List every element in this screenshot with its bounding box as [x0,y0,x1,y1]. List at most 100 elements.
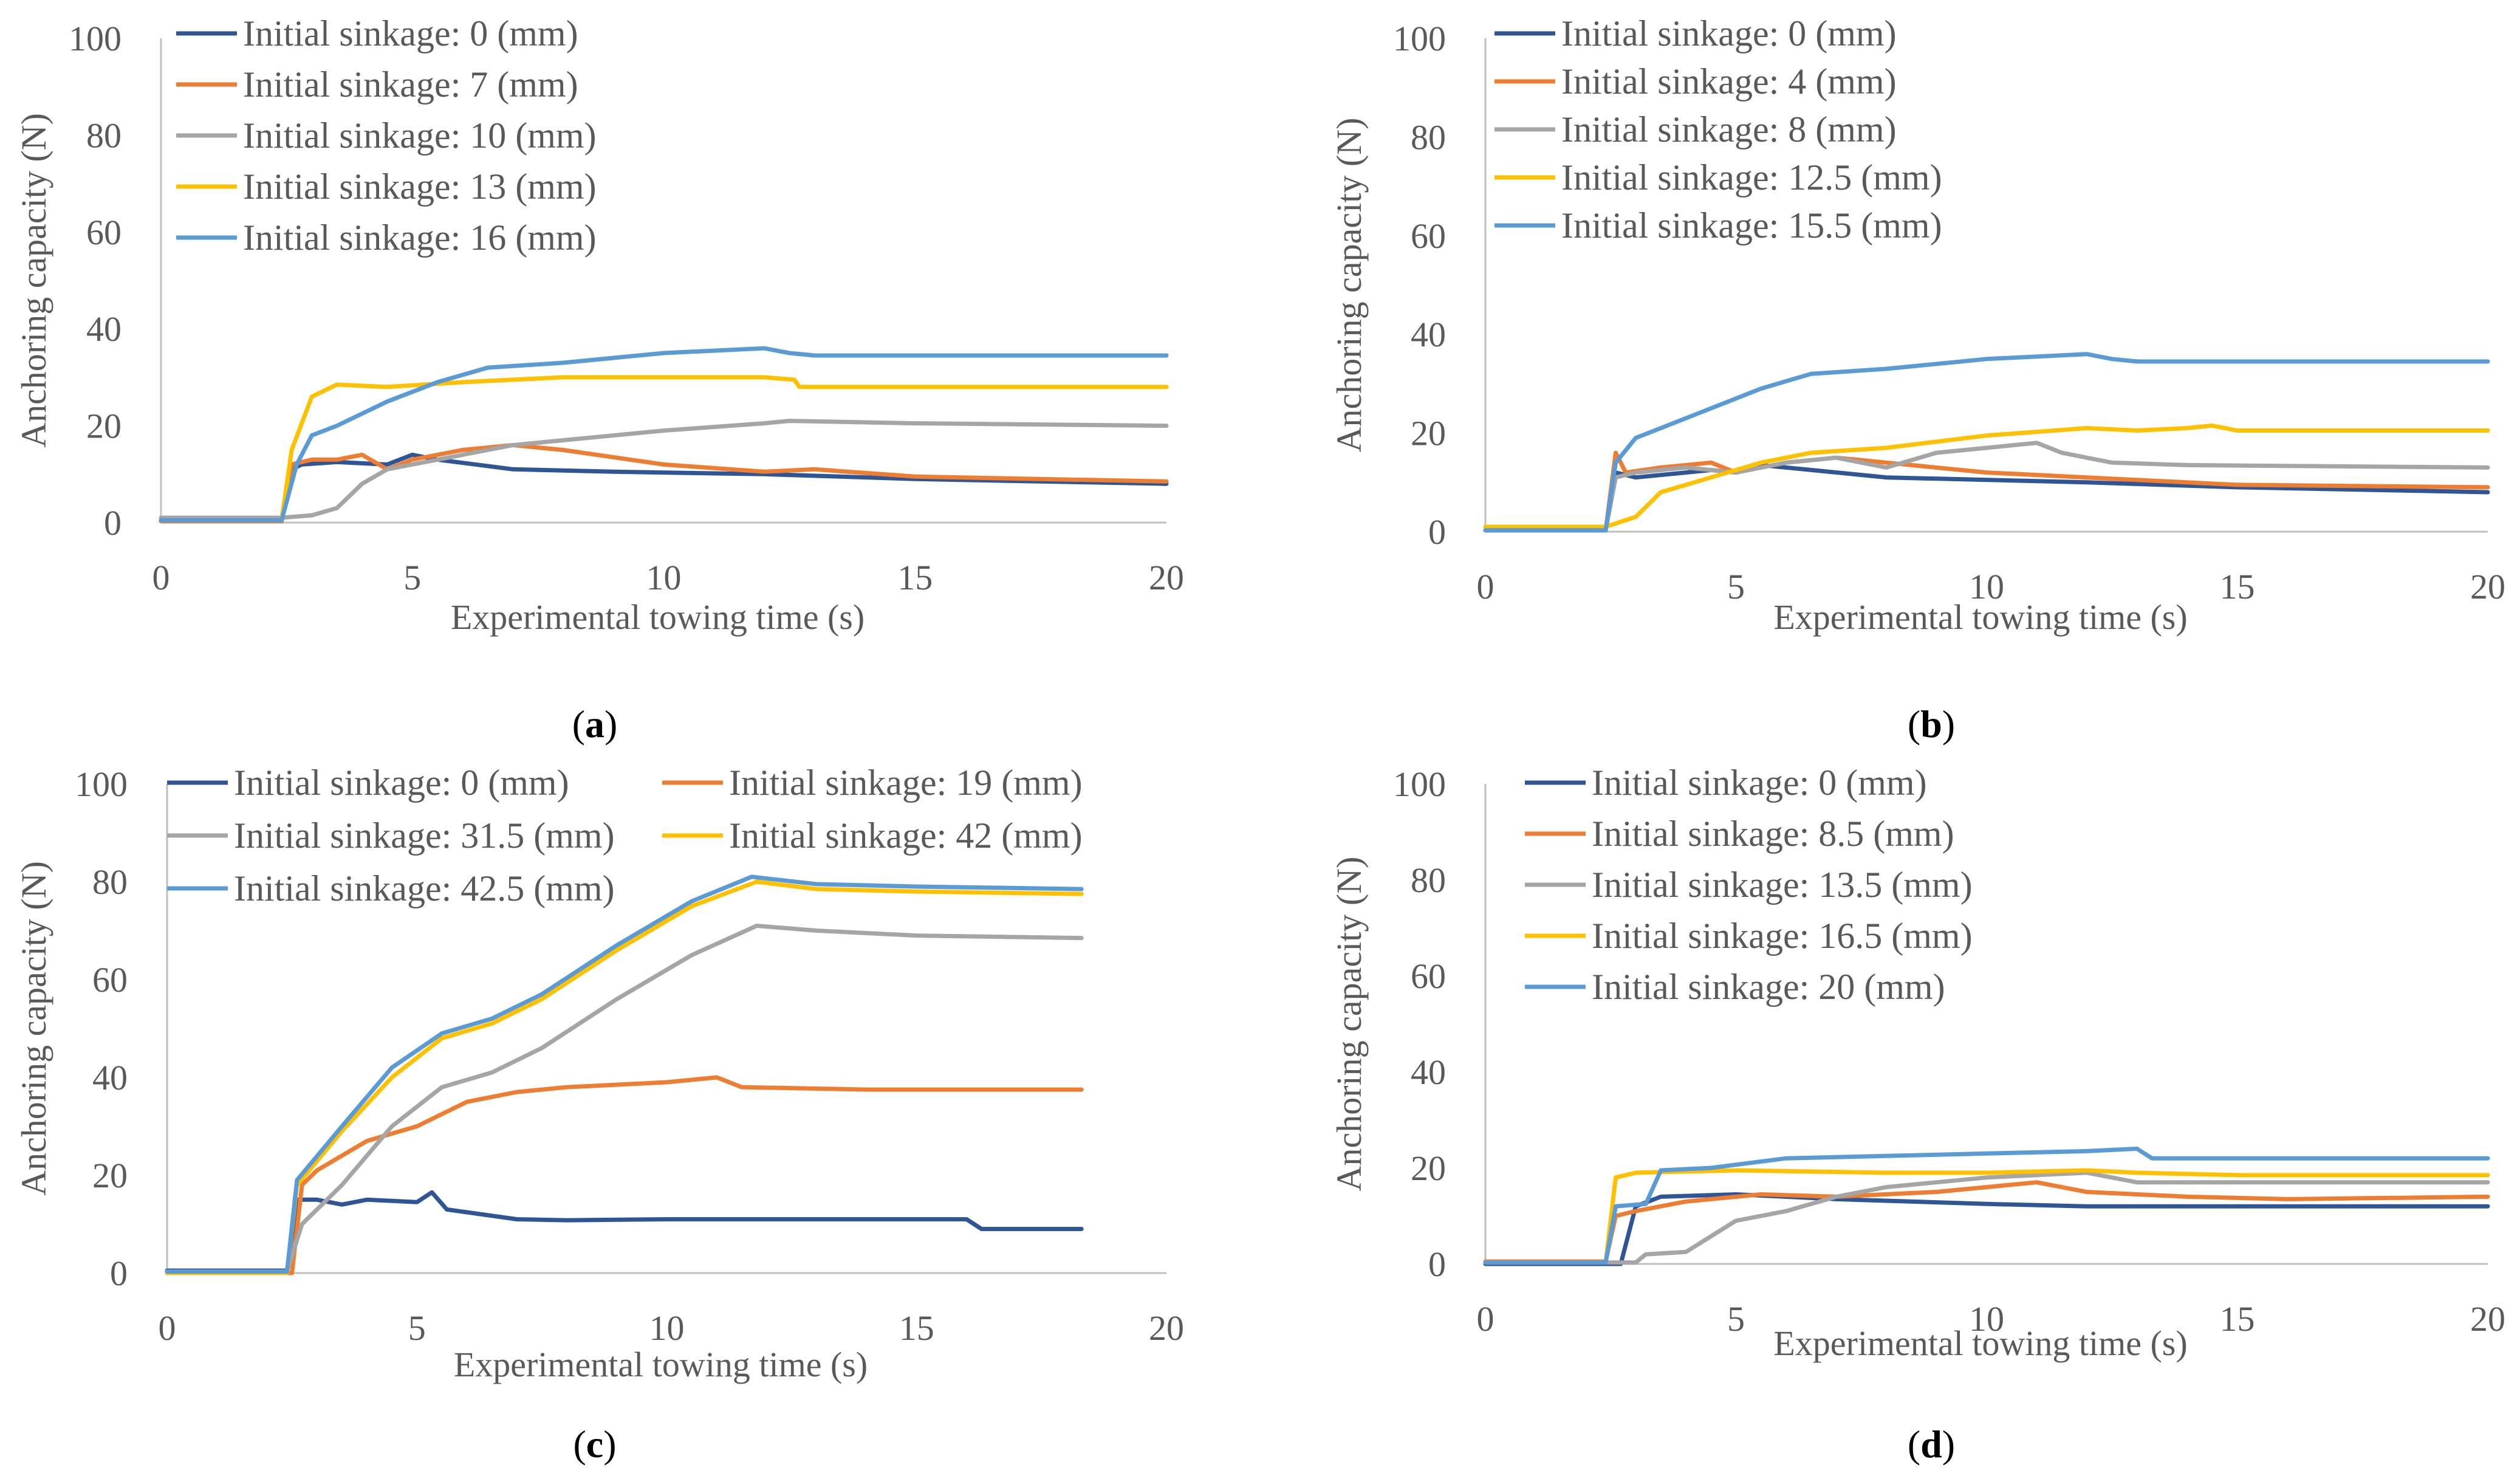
y-axis-title: Anchoring capacity (N) [14,113,53,448]
series-line-5 [1483,352,2490,533]
y-tick-label: 100 [1393,764,1446,804]
y-tick-label: 20 [1411,1148,1446,1188]
x-tick-label: 15 [2220,567,2255,606]
y-tick-label: 40 [1411,315,1446,354]
legend-label-2: Initial sinkage: 8.5 (mm) [1592,814,1954,854]
legend-label-1: Initial sinkage: 0 (mm) [1561,13,1897,53]
y-tick-label: 20 [92,1156,128,1195]
chart-b-svg: 0 20 40 60 80 100 0 5 10 15 20 Experimental towing … [1329,13,2505,637]
series-line-2 [1483,1180,2490,1264]
y-tick-label: 80 [1411,860,1446,900]
legend-label-5: Initial sinkage: 20 (mm) [1592,967,1945,1007]
x-tick-label: 0 [152,558,170,597]
x-tick-label: 15 [899,1308,934,1348]
legend-label-4: Initial sinkage: 16.5 (mm) [1592,916,1973,956]
y-tick-label: 60 [92,960,128,1000]
y-tick-label: 40 [1411,1052,1446,1092]
series-line-3 [1483,1170,2490,1265]
series-line-4 [1483,423,2490,529]
y-tick-label: 20 [1411,414,1446,453]
caption-c: (c) [573,1423,617,1466]
legend-label-4: Initial sinkage: 13 (mm) [243,166,597,207]
x-axis-title: Experimental towing time (s) [451,597,865,637]
series-line-2 [165,1075,1084,1275]
x-tick-label: 0 [159,1308,176,1348]
x-tick-label: 5 [1727,567,1745,606]
caption-d: (d) [1907,1423,1956,1466]
y-axis-title: Anchoring capacity (N) [14,861,53,1196]
legend-label-1: Initial sinkage: 0 (mm) [1592,763,1927,803]
series-line-3 [159,419,1169,520]
legend-label-3: Initial sinkage: 10 (mm) [243,115,597,156]
y-tick-label: 100 [69,19,122,58]
y-tick-label: 60 [1411,216,1446,256]
series-line-3 [1483,441,2490,533]
y-tick-label: 60 [86,213,122,252]
x-tick-label: 5 [403,558,421,597]
y-tick-label: 40 [92,1058,128,1097]
x-tick-label: 10 [646,558,682,597]
legend-label-3: Initial sinkage: 8 (mm) [1561,109,1897,149]
legend-label-1: Initial sinkage: 0 (mm) [234,763,569,803]
x-tick-label: 20 [1149,1308,1184,1348]
x-tick-label: 10 [649,1308,685,1348]
legend-label-5: Initial sinkage: 16 (mm) [243,218,597,258]
x-tick-label: 0 [1477,567,1495,606]
y-tick-label: 100 [1393,19,1446,58]
caption-b: (b) [1907,702,1956,746]
legend-label-2: Initial sinkage: 4 (mm) [1561,61,1897,101]
legend-label-4: Initial sinkage: 12.5 (mm) [1561,157,1942,197]
legend-label-5: Initial sinkage: 15.5 (mm) [1561,205,1942,245]
chart-c-svg: 0 20 40 60 80 100 0 5 10 15 20 Experimental towing … [14,763,1184,1384]
chart-d-svg: 0 20 40 60 80 100 0 5 10 15 20 Experimental towing … [1329,763,2505,1363]
x-axis-title: Experimental towing time (s) [1773,1323,2187,1363]
legend-label-2: Initial sinkage: 7 (mm) [243,64,578,105]
x-tick-label: 10 [1969,567,2004,606]
y-tick-label: 0 [1428,1244,1446,1284]
chart-a-svg: 0 20 40 60 80 100 0 5 10 15 20 Experimental towing … [14,13,1184,637]
legend-label-4: Initial sinkage: 42 (mm) [729,815,1083,856]
x-tick-label: 5 [408,1308,426,1348]
series-line-1 [165,1190,1084,1273]
x-tick-label: 5 [1727,1299,1745,1339]
series-line-5 [165,874,1084,1274]
y-tick-label: 0 [110,1254,128,1293]
y-tick-label: 0 [1428,512,1446,552]
y-tick-label: 0 [104,503,122,543]
series-line-4 [1483,1168,2490,1265]
x-tick-label: 20 [1149,558,1184,597]
x-tick-label: 15 [897,558,933,597]
x-tick-label: 15 [2220,1299,2255,1339]
legend-label-3: Initial sinkage: 13.5 (mm) [1592,865,1973,905]
chart-panel-b: 0 20 40 60 80 100 0 5 10 15 20 Experimental towing … [1312,0,2520,747]
legend-label-5: Initial sinkage: 42.5 (mm) [234,868,615,908]
series-line-4 [165,879,1084,1275]
series-line-1 [1483,462,2490,533]
y-tick-label: 40 [86,309,122,349]
y-tick-label: 60 [1411,956,1446,996]
y-tick-label: 80 [92,862,128,902]
chart-panel-d: 0 20 40 60 80 100 0 5 10 15 20 Experimental towing … [1312,747,2520,1476]
x-tick-label: 20 [2470,567,2505,606]
y-tick-label: 80 [86,115,122,155]
legend-label-3: Initial sinkage: 31.5 (mm) [234,815,615,856]
y-axis-title: Anchoring capacity (N) [1329,857,1369,1192]
y-axis-title: Anchoring capacity (N) [1329,118,1369,453]
chart-panel-a: 0 20 40 60 80 100 0 5 10 15 20 Experimental towing … [0,0,1227,747]
legend-label-1: Initial sinkage: 0 (mm) [243,13,578,53]
caption-a: (a) [572,702,618,746]
series-line-5 [1483,1146,2490,1265]
x-tick-label: 10 [1969,1299,2004,1339]
x-axis-title: Experimental towing time (s) [1773,597,2187,637]
x-tick-label: 0 [1477,1299,1495,1339]
y-tick-label: 20 [86,407,122,446]
series-line-5 [159,346,1169,523]
series-line-4 [159,375,1169,523]
chart-panel-c: 0 20 40 60 80 100 0 5 10 15 20 Experimental towing … [0,747,1227,1476]
x-axis-title: Experimental towing time (s) [454,1345,868,1384]
series-line-2 [159,443,1169,524]
x-tick-label: 20 [2470,1299,2505,1339]
y-tick-label: 80 [1411,117,1446,157]
series-line-3 [165,924,1084,1274]
legend-label-2: Initial sinkage: 19 (mm) [729,763,1083,803]
